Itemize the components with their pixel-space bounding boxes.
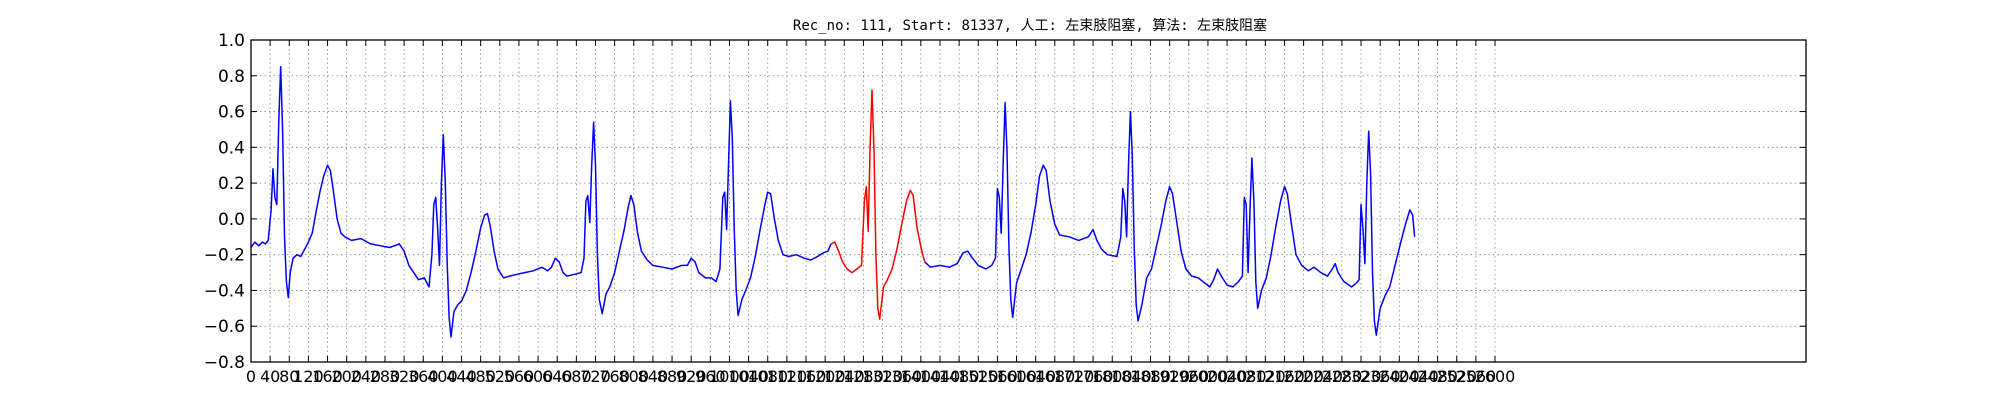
y-tick-label: 0.4 — [218, 138, 245, 158]
y-tick-label: 0.6 — [218, 103, 245, 123]
y-tick-label: −0.8 — [204, 353, 245, 373]
y-tick-label: 0.8 — [218, 67, 245, 87]
plot-frame — [251, 40, 1806, 362]
y-tick-label: 0.0 — [218, 210, 245, 230]
y-tick-label: 0.2 — [218, 174, 245, 194]
axis-ticks — [251, 40, 1806, 362]
y-tick-label: 1.0 — [218, 31, 245, 51]
chart-title: Rec_no: 111, Start: 81337, 人工: 左束肢阻塞, 算法… — [793, 17, 1267, 34]
ecg-segment-0 — [251, 67, 831, 337]
y-tick-label: −0.6 — [204, 317, 245, 337]
y-tick-label: −0.2 — [204, 246, 245, 266]
x-tick-label: 40 — [260, 367, 280, 386]
grid — [251, 40, 1806, 362]
x-axis: 0 408012016020024028032036040044048052056… — [246, 367, 1515, 386]
x-tick-label: 0 — [246, 367, 256, 386]
ecg-segment-1 — [831, 90, 925, 319]
y-tick-label: −0.4 — [204, 281, 245, 301]
ecg-trace — [251, 67, 1415, 337]
y-axis: 1.0 0.8 0.6 0.4 0.2 0.0 −0.2 −0.4 −0.6 −0.8 — [204, 31, 245, 373]
x-tick-label: 2600 — [1475, 367, 1516, 386]
